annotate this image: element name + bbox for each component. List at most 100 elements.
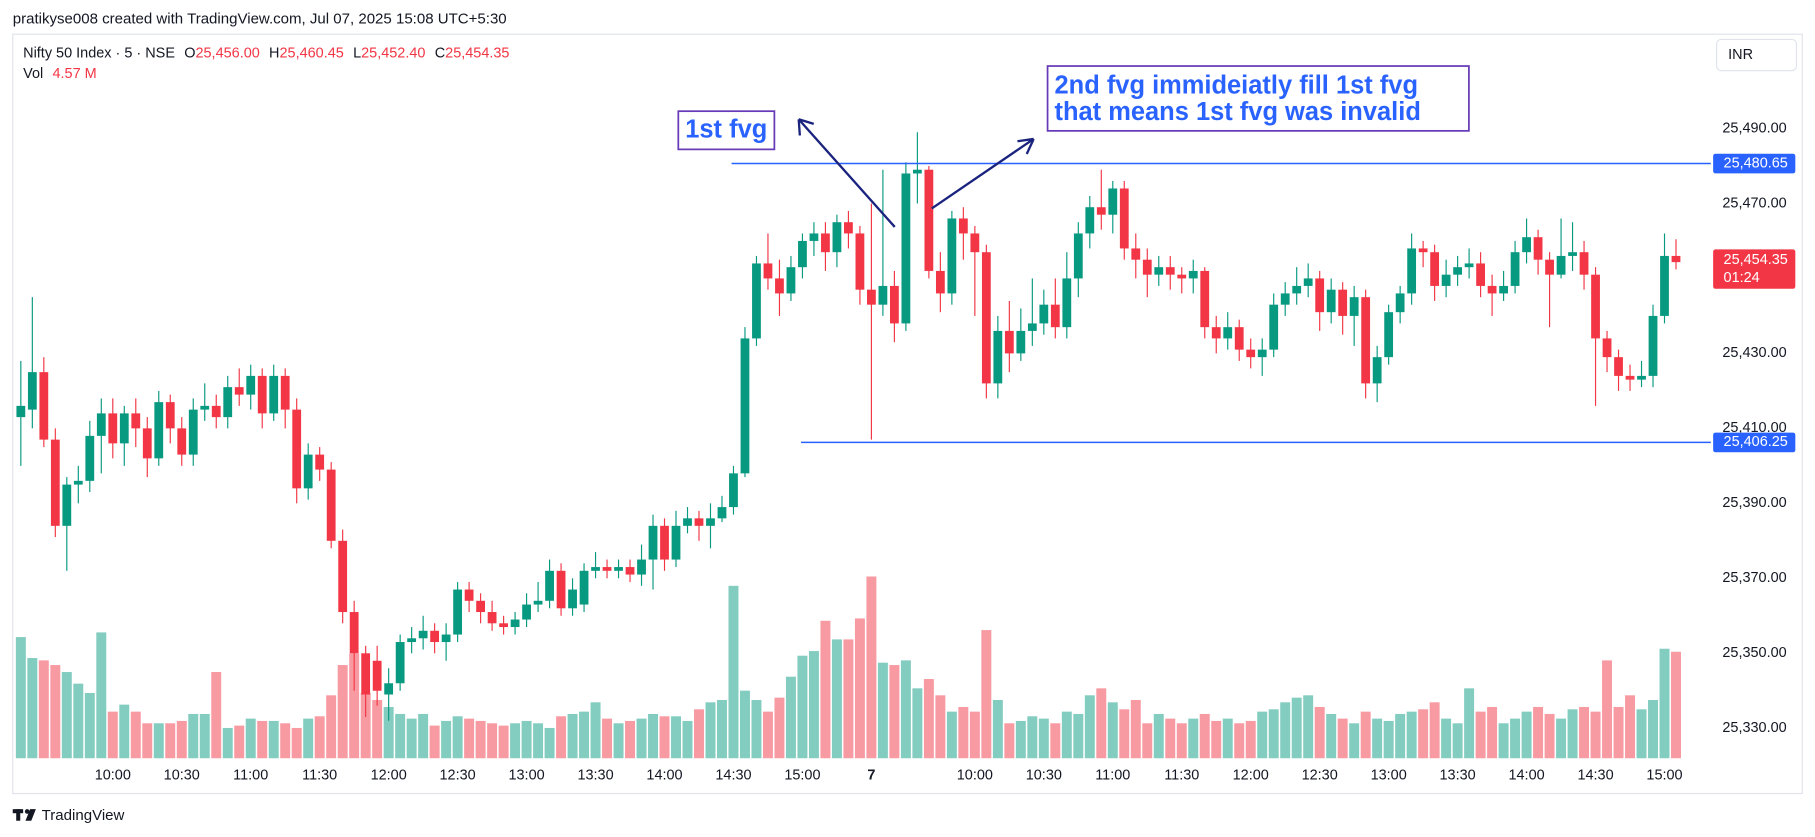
volume-bar (245, 718, 256, 759)
candle-body (1234, 327, 1244, 350)
candle-body (602, 567, 612, 571)
candle-body (27, 372, 37, 410)
x-tick-label: 13:30 (577, 767, 613, 783)
candle-body (154, 402, 164, 459)
candle-body (1039, 304, 1049, 324)
candle-body (487, 612, 497, 624)
volume-bar (1418, 709, 1429, 759)
volume-bar (360, 692, 371, 759)
volume-bar (165, 723, 176, 759)
candle-body (1016, 330, 1026, 354)
volume-bar (1165, 718, 1176, 759)
candle-body (1131, 248, 1141, 260)
volume-bar (923, 679, 934, 759)
volume-bar (1567, 709, 1578, 759)
arrow (931, 137, 1035, 210)
volume-bar (992, 699, 1003, 759)
candle-body (1533, 237, 1543, 260)
x-tick-label: 12:30 (440, 767, 476, 783)
candle-body (384, 683, 394, 695)
volume-bar (84, 692, 95, 759)
candle-body (901, 173, 911, 324)
volume-bar (751, 699, 762, 759)
candle-body (1200, 270, 1210, 328)
candle-body (671, 525, 681, 560)
last-price-tag (1713, 249, 1796, 289)
volume-bar (1027, 716, 1038, 759)
volume-bar (774, 697, 785, 759)
y-tick-label: 25,470.00 (1722, 195, 1786, 211)
volume-bar (1383, 720, 1394, 759)
candle-body (1372, 357, 1382, 384)
currency-button[interactable] (1716, 38, 1798, 72)
y-tick-label: 25,430.00 (1722, 345, 1786, 361)
volume-bar (1648, 699, 1658, 759)
candle-body (73, 480, 83, 485)
candle-body (1292, 285, 1302, 294)
volume-bar (1038, 718, 1049, 759)
candle-body (131, 413, 141, 429)
candle-body (1510, 252, 1520, 286)
candle-body (464, 589, 474, 601)
candle-body (1142, 259, 1152, 275)
price-tag-label: 25,480.65 (1724, 155, 1788, 171)
volume-bar (602, 718, 613, 759)
volume-bar (1510, 718, 1521, 759)
candle-body (1568, 252, 1577, 256)
last-price-label: 25,454.35 (1724, 252, 1788, 268)
annotation-box (677, 110, 776, 151)
candle-body (545, 570, 554, 601)
volume-bar (958, 706, 969, 759)
candle-body (62, 484, 72, 526)
volume-bar (211, 672, 222, 759)
candle-body (889, 285, 899, 324)
volume-bar (1015, 720, 1026, 759)
candle-body (706, 518, 715, 526)
candle-body (96, 413, 106, 436)
volume-bar (142, 723, 153, 759)
candle-body (821, 233, 830, 253)
volume-bar (682, 720, 693, 759)
volume-bar (27, 658, 38, 759)
volume-bar (1257, 711, 1268, 759)
x-tick-label: 12:00 (1233, 767, 1269, 783)
candle-body (441, 634, 451, 643)
candle-body (430, 630, 440, 643)
candle-body (395, 642, 405, 684)
candle-body (1522, 237, 1531, 253)
countdown: 01:24 (1724, 270, 1760, 286)
volume-bar (61, 672, 72, 759)
candle-body (303, 454, 313, 489)
x-tick-label: 11:30 (1164, 767, 1199, 783)
candle-body (361, 653, 371, 695)
volume-bar (1360, 711, 1371, 759)
candle-body (177, 428, 187, 455)
candle-body (1418, 248, 1428, 253)
volume-bar (1222, 718, 1233, 759)
volume-bar (291, 727, 302, 759)
x-tick-label: 10:00 (95, 767, 131, 783)
candle-body (1349, 297, 1359, 316)
volume-bar (38, 660, 49, 759)
volume-bar (1452, 723, 1463, 759)
candle-body (740, 338, 750, 474)
candle-body (878, 285, 888, 305)
volume-bar (1579, 706, 1590, 759)
candle-body (326, 469, 336, 541)
x-tick-label: 14:30 (715, 767, 751, 783)
volume-bar (1073, 713, 1084, 759)
volume-bar (199, 713, 210, 759)
volume-bar (1464, 688, 1475, 759)
volume-bar (395, 713, 406, 759)
volume-bar (1441, 718, 1452, 759)
volume-name: Vol (23, 66, 43, 82)
volume-bar (130, 711, 141, 759)
candle-body (660, 525, 669, 560)
volume-bar (498, 725, 509, 759)
volume-bar (1211, 720, 1222, 759)
candle-body (832, 222, 842, 253)
candle-body (844, 222, 853, 234)
volume-bar (349, 653, 360, 759)
candle-body (1579, 252, 1589, 275)
candle-body (809, 233, 819, 241)
